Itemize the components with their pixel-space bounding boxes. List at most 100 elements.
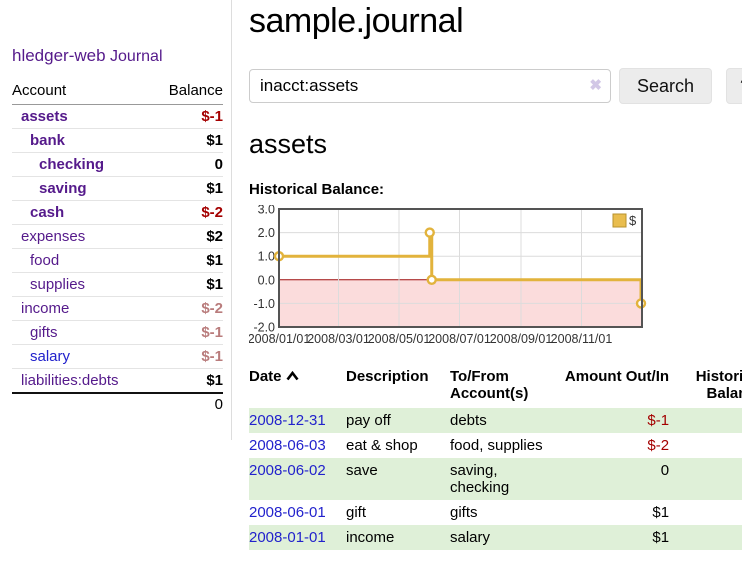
transaction-balance: $1 xyxy=(669,525,742,550)
help-button[interactable]: ? xyxy=(726,68,742,104)
account-link[interactable]: cash xyxy=(30,204,65,221)
transaction-date-link[interactable]: 2008-06-01 xyxy=(249,504,326,521)
sidebar-item-journal[interactable]: Journal xyxy=(110,48,163,65)
account-row: food $1 xyxy=(12,248,223,273)
transaction-date-link[interactable]: 2008-06-02 xyxy=(249,462,326,479)
account-link[interactable]: saving xyxy=(39,180,87,197)
accounts-header-balance: Balance xyxy=(151,82,223,105)
account-row: assets $-1 xyxy=(12,105,223,129)
y-tick-label: -2.0 xyxy=(253,321,275,335)
plot-border xyxy=(278,208,643,328)
transaction-date-link[interactable]: 2008-06-03 xyxy=(249,437,326,454)
transaction-amount: $-2 xyxy=(647,437,670,454)
x-tick-label: 2008/01/01 xyxy=(249,332,310,346)
data-point-marker xyxy=(426,274,437,286)
account-balance: 0 xyxy=(151,152,223,177)
account-row: bank $1 xyxy=(12,128,223,153)
account-row: expenses $2 xyxy=(12,224,223,249)
register-table: Date Description To/From Account(s) Amou… xyxy=(249,368,742,550)
account-row: checking 0 xyxy=(12,152,223,177)
transaction-row: 2008-06-02 save saving, checking 0$2 xyxy=(249,458,742,500)
data-point-marker xyxy=(424,227,435,238)
transaction-balance: $2 xyxy=(669,500,742,525)
register-header-row: Date Description To/From Account(s) Amou… xyxy=(249,368,742,408)
account-balance: $-2 xyxy=(151,200,223,225)
transaction-description: gift xyxy=(346,504,367,521)
page-title: sample.journal xyxy=(249,2,464,40)
transaction-balance: $2 xyxy=(669,458,742,500)
transaction-row: 2008-06-03 eat & shop food, supplies $-20 xyxy=(249,433,742,458)
transaction-row: 2008-12-31 pay off debts $-1$-1 xyxy=(249,408,742,433)
register-header-accounts: To/From Account(s) xyxy=(450,368,529,402)
account-link[interactable]: salary xyxy=(30,348,71,365)
account-row: salary $-1 xyxy=(12,344,223,369)
transaction-accounts: debts xyxy=(450,412,487,429)
y-tick-label: 1.0 xyxy=(258,250,275,264)
account-balance: $1 xyxy=(151,272,223,297)
account-link[interactable]: expenses xyxy=(21,228,86,245)
accounts-table-body: assets $-1 bank $1 checking 0 saving $1 cash $-2 e… xyxy=(12,105,223,393)
account-link[interactable]: bank xyxy=(30,132,66,149)
accounts-table: Account Balance assets $-1 bank $1 checking 0… xyxy=(12,82,223,416)
x-tick-label: 2008/03/01 xyxy=(307,332,370,346)
transaction-description: income xyxy=(346,529,395,546)
sort-ascending-icon xyxy=(285,370,299,381)
account-title: assets xyxy=(249,129,328,159)
transaction-amount: $1 xyxy=(652,504,670,521)
historical-balance-chart: 3.0 2.0 1.0 0.0 -1.0 -2.02008/01/012008/03/01… xyxy=(248,203,647,346)
y-tick-label: 0.0 xyxy=(258,273,275,287)
account-balance: $1 xyxy=(151,248,223,273)
transaction-date-link[interactable]: 2008-01-01 xyxy=(249,529,326,546)
x-tick-label: 2008/05/01 xyxy=(368,332,431,346)
transaction-accounts: gifts xyxy=(450,504,478,521)
accounts-header-row: Account Balance xyxy=(12,82,223,105)
transaction-accounts: salary xyxy=(450,529,491,546)
account-link[interactable]: food xyxy=(30,252,60,269)
account-row: cash $-2 xyxy=(12,200,223,225)
account-row: gifts $-1 xyxy=(12,320,223,345)
search-form: ✖ Search ? xyxy=(249,68,742,104)
y-tick-label: 2.0 xyxy=(258,226,275,240)
account-link[interactable]: gifts xyxy=(30,324,58,341)
main-content: sample.journal ✖ Search ? assets Histori… xyxy=(232,0,742,582)
account-balance: $-2 xyxy=(151,296,223,321)
register-header-amount: Amount Out/In xyxy=(564,368,670,385)
clear-search-icon[interactable]: ✖ xyxy=(589,77,602,94)
sidebar: hledger-web Journal Account Balance asse… xyxy=(0,0,232,440)
search-input[interactable] xyxy=(249,69,611,103)
transaction-amount: 0 xyxy=(660,462,670,479)
transaction-amount: $1 xyxy=(652,529,670,546)
register-table-body: 2008-12-31 pay off debts $-1$-1 2008-06-03 ea… xyxy=(249,408,742,550)
transaction-amount: $-1 xyxy=(647,412,670,429)
transaction-description: save xyxy=(346,462,378,479)
register-header-description: Description xyxy=(346,368,429,385)
chart-title: Historical Balance: xyxy=(249,181,385,198)
account-link[interactable]: liabilities:debts xyxy=(21,372,119,389)
search-button[interactable]: Search xyxy=(619,68,713,104)
account-balance: $-1 xyxy=(201,108,223,125)
legend-label: $ xyxy=(629,213,637,228)
account-balance: $-1 xyxy=(151,344,223,369)
account-balance: $1 xyxy=(151,176,223,201)
transaction-description: pay off xyxy=(346,412,391,429)
app-brand-link[interactable]: hledger-web xyxy=(12,46,106,65)
register-header-date[interactable]: Date xyxy=(249,368,346,408)
accounts-total-row: 0 xyxy=(12,392,223,416)
account-row: income $-2 xyxy=(12,296,223,321)
account-link[interactable]: supplies xyxy=(30,276,86,293)
transaction-row: 2008-06-01 gift gifts $1$2 xyxy=(249,500,742,525)
x-tick-label: 2008/11/01 xyxy=(551,332,613,346)
transaction-balance: 0 xyxy=(669,433,742,458)
register-header-balance: Historical Balance xyxy=(695,368,742,402)
account-balance: $1 xyxy=(151,128,223,153)
account-link[interactable]: assets xyxy=(21,108,68,125)
transaction-accounts: saving, checking xyxy=(450,462,510,496)
account-row: liabilities:debts $1 xyxy=(12,368,223,393)
transaction-row: 2008-01-01 income salary $1$1 xyxy=(249,525,742,550)
transaction-description: eat & shop xyxy=(346,437,418,454)
account-link[interactable]: checking xyxy=(39,156,105,173)
transaction-date-link[interactable]: 2008-12-31 xyxy=(249,412,326,429)
account-link[interactable]: income xyxy=(21,300,70,317)
accounts-header-account: Account xyxy=(12,82,152,105)
transaction-accounts: food, supplies xyxy=(450,437,543,454)
